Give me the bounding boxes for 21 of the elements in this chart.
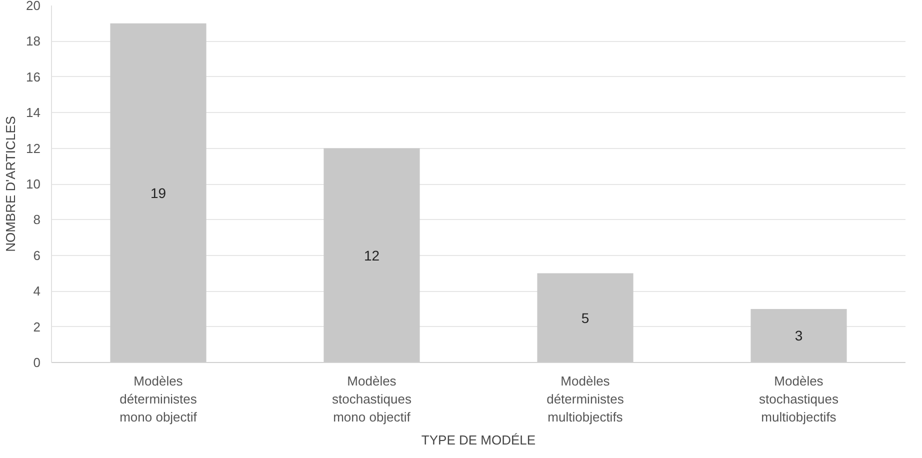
y-tick-label: 16: [26, 69, 41, 84]
y-tick-label: 2: [33, 319, 41, 334]
y-tick-label: 18: [26, 34, 41, 49]
data-label: 3: [794, 328, 803, 344]
data-label: 19: [150, 184, 166, 201]
data-label: 5: [581, 310, 590, 326]
x-tick-label: Modèles stochastiques mono objectif: [332, 374, 412, 424]
x-tick-label: Modèles déterministes mono objectif: [120, 374, 198, 424]
y-tick-label: 10: [26, 176, 41, 192]
x-axis-title: TYPE DE MODÉLE: [421, 432, 536, 448]
y-axis-title: NOMBRE D'ARTICLES: [3, 116, 18, 252]
x-tick-label: Modèles stochastiques multiobjectifs: [759, 374, 839, 424]
y-tick-label: 0: [33, 355, 41, 370]
y-tick-label: 20: [26, 0, 41, 13]
x-tick-label: Modèles déterministes multiobjectifs: [546, 374, 624, 424]
y-tick-label: 8: [33, 212, 41, 228]
data-label: 12: [364, 247, 380, 264]
y-tick-label: 12: [26, 140, 41, 156]
y-tick-label: 4: [33, 284, 41, 299]
y-tick-label: 14: [26, 105, 41, 120]
y-tick-label: 6: [33, 248, 41, 263]
